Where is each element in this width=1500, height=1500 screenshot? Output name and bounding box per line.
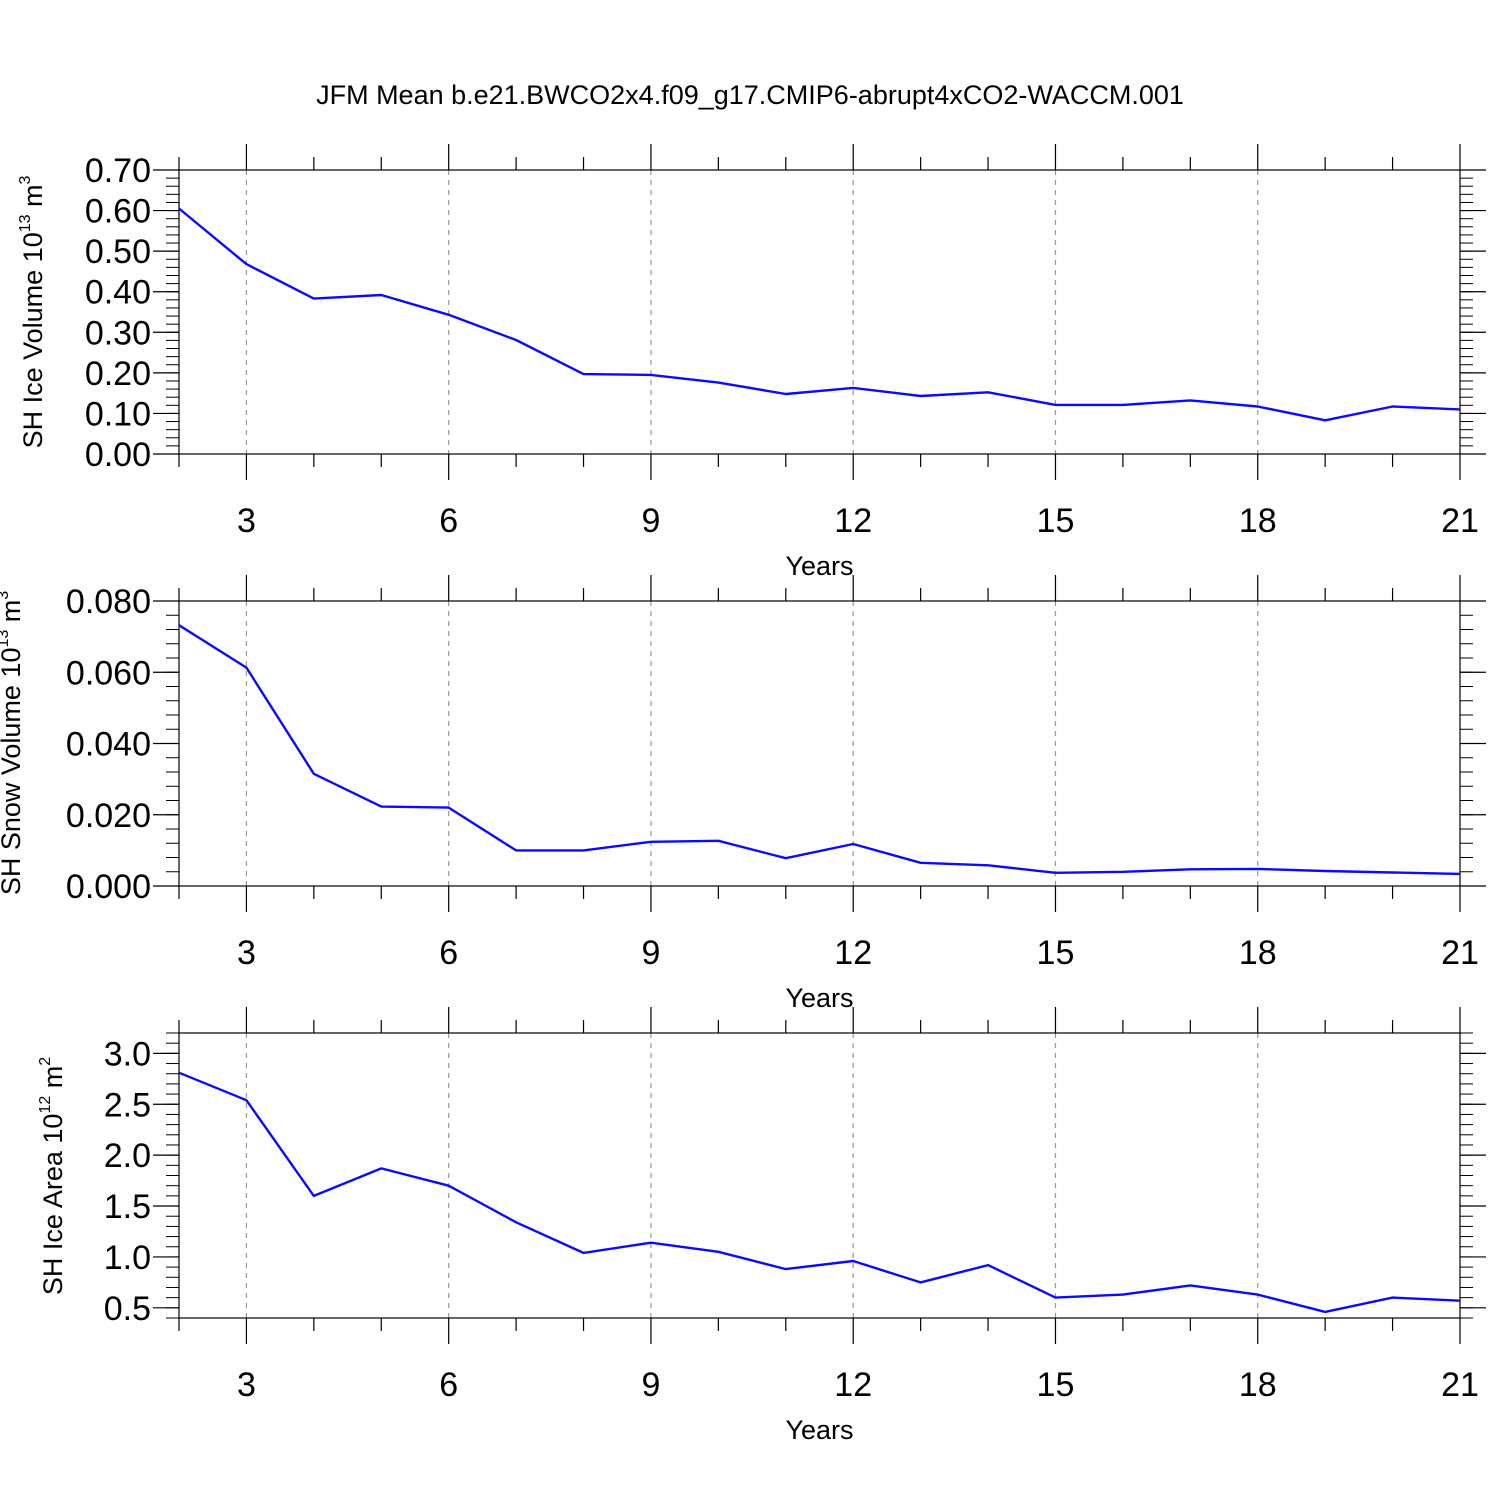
y-tick-label: 0.060 xyxy=(66,654,151,692)
panel-2: 0.000 0.020 0.040 0.060 0.080 3 6 9 12 15 18 21 Year… xyxy=(0,575,1486,1013)
y-tick-label: 0.020 xyxy=(66,797,151,835)
y-tick-label: 0.00 xyxy=(85,436,151,474)
series-line xyxy=(178,207,1461,422)
x-tick-label: 12 xyxy=(834,1366,872,1404)
y-axis-label: SH Ice Volume 1013 m3 xyxy=(17,175,48,448)
y-axis-label-exponent: 13 xyxy=(0,630,12,648)
y-tick-label: 0.000 xyxy=(66,868,151,906)
y-axis-label-exponent: 12 xyxy=(37,1096,54,1114)
y-tick-label: 0.5 xyxy=(104,1290,151,1328)
y-tick-label: 0.60 xyxy=(85,193,151,231)
y-tick-label: 0.080 xyxy=(66,583,151,621)
plot-frame xyxy=(178,169,1461,455)
x-axis-label: Years xyxy=(785,551,853,581)
x-tick-label: 18 xyxy=(1239,934,1277,972)
y-axis-label-text: SH Snow Volume 10 xyxy=(0,648,26,896)
y-tick-label: 0.70 xyxy=(85,152,151,190)
y-axis-label-exponent: 13 xyxy=(17,214,34,232)
x-tick-label: 12 xyxy=(834,502,872,540)
x-tick-label: 9 xyxy=(641,934,660,972)
y-tick-label: 2.0 xyxy=(104,1137,151,1175)
x-tick-label: 21 xyxy=(1441,1366,1479,1404)
y-axis-label: SH Ice Area 1012 m2 xyxy=(37,1057,68,1295)
y-tick-label: 0.040 xyxy=(66,726,151,764)
x-tick-label: 15 xyxy=(1037,934,1075,972)
x-tick-label: 6 xyxy=(439,502,458,540)
y-axis-label-unit-exponent: 3 xyxy=(17,175,34,184)
x-tick-label: 15 xyxy=(1037,1366,1075,1404)
panel-3: 0.5 1.0 1.5 2.0 2.5 3.0 3 6 9 12 15 18 21 Years SH Ice… xyxy=(37,1007,1486,1445)
y-axis-label-unit: m xyxy=(38,1066,68,1096)
panel-1: 0.000.100.200.300.400.500.600.70 3 6 9 12 15 1… xyxy=(17,144,1486,581)
y-tick-label: 0.20 xyxy=(85,355,151,393)
y-tick-label: 3.0 xyxy=(104,1035,151,1073)
figure-title: JFM Mean b.e21.BWCO2x4.f09_g17.CMIP6-abr… xyxy=(316,80,1184,110)
y-tick-label: 0.50 xyxy=(85,233,151,271)
x-tick-label: 12 xyxy=(834,934,872,972)
plot-frame xyxy=(178,1032,1461,1319)
x-tick-label: 21 xyxy=(1441,934,1479,972)
y-tick-label: 2.5 xyxy=(104,1086,151,1124)
y-axis-label-unit-exponent: 2 xyxy=(37,1057,54,1066)
x-axis-label: Years xyxy=(785,983,853,1013)
y-tick-label: 1.0 xyxy=(104,1239,151,1277)
x-tick-label: 9 xyxy=(641,502,660,540)
y-axis-label-unit-exponent: 3 xyxy=(0,591,12,600)
y-axis-label: SH Snow Volume 1013 m3 xyxy=(0,591,26,895)
x-tick-label: 9 xyxy=(641,1366,660,1404)
y-axis-label-unit: m xyxy=(18,184,48,214)
y-tick-label: 0.30 xyxy=(85,314,151,352)
y-tick-label: 0.40 xyxy=(85,274,151,312)
x-tick-label: 21 xyxy=(1441,502,1479,540)
y-tick-label: 1.5 xyxy=(104,1188,151,1226)
x-tick-label: 3 xyxy=(237,1366,256,1404)
x-tick-label: 18 xyxy=(1239,1366,1277,1404)
series-line xyxy=(178,624,1461,876)
x-tick-label: 18 xyxy=(1239,502,1277,540)
y-axis-label-unit: m xyxy=(0,600,26,630)
y-axis-label-text: SH Ice Volume 10 xyxy=(18,232,48,448)
x-axis-label: Years xyxy=(785,1415,853,1445)
y-axis-label-text: SH Ice Area 10 xyxy=(38,1114,68,1296)
x-tick-label: 3 xyxy=(237,934,256,972)
plot-frame xyxy=(178,600,1461,887)
x-tick-label: 6 xyxy=(439,1366,458,1404)
x-tick-label: 6 xyxy=(439,934,458,972)
series-line xyxy=(178,1071,1461,1314)
x-tick-label: 15 xyxy=(1037,502,1075,540)
x-tick-label: 3 xyxy=(237,502,256,540)
y-tick-label: 0.10 xyxy=(85,395,151,433)
